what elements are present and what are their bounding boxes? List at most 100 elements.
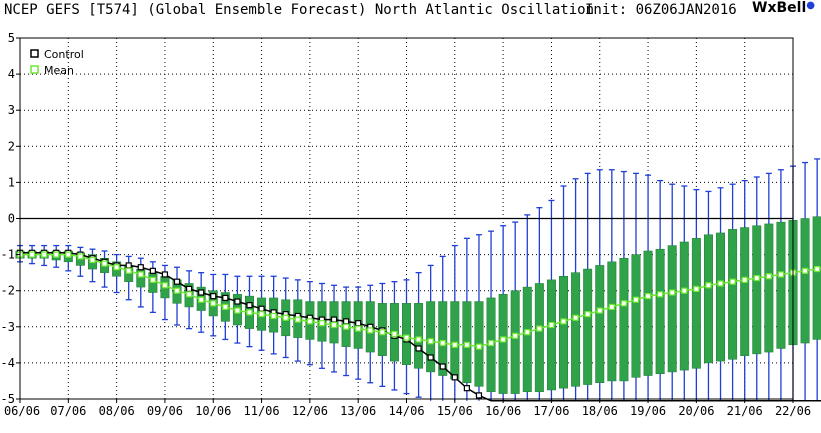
- mean-series: [16, 251, 821, 350]
- mean-point: [536, 325, 543, 332]
- x-tick-label: 06/06: [4, 404, 40, 418]
- mean-point: [439, 339, 446, 347]
- mean-point: [693, 285, 700, 292]
- mean-point: [161, 282, 169, 289]
- mean-point: [343, 323, 350, 330]
- mean-point: [632, 296, 640, 303]
- control-point: [222, 294, 229, 302]
- y-tick-label: 3: [8, 103, 15, 117]
- control-point: [439, 363, 446, 370]
- mean-point: [500, 336, 507, 343]
- y-tick-label: -5: [1, 392, 15, 406]
- mean-point: [669, 289, 676, 296]
- control-point: [246, 302, 253, 309]
- ensemble-box: [559, 276, 568, 389]
- mean-point: [572, 314, 579, 321]
- y-axis-ticks: 5 4 3 2 1 0 -1 -2 -3 -4 -5: [1, 31, 20, 406]
- mean-point: [246, 309, 253, 316]
- mean-point: [717, 280, 724, 287]
- mean-point: [306, 318, 313, 325]
- mean-point: [222, 303, 229, 311]
- legend: Control Mean: [30, 48, 84, 77]
- mean-point: [282, 314, 289, 321]
- logo-text: WxBell: [752, 0, 807, 16]
- y-tick-label: -3: [1, 320, 15, 334]
- mean-point: [548, 321, 555, 329]
- ensemble-box: [426, 301, 436, 373]
- x-tick-label: 15/06: [437, 404, 473, 418]
- ensemble-box: [510, 290, 520, 394]
- mean-point: [801, 267, 809, 274]
- logo-dot-icon: ●: [806, 0, 815, 11]
- ensemble-box: [643, 250, 653, 376]
- mean-point: [620, 300, 628, 307]
- ensemble-box: [691, 238, 701, 369]
- mean-point: [814, 265, 821, 273]
- y-tick-label: -2: [1, 284, 15, 298]
- control-point: [210, 293, 217, 300]
- mean-point: [149, 276, 156, 283]
- mean-point: [777, 271, 785, 278]
- ensemble-box: [667, 245, 677, 373]
- ensemble-box: [703, 234, 713, 364]
- x-tick-label: 18/06: [582, 404, 618, 418]
- x-tick-label: 10/06: [195, 404, 231, 418]
- mean-point: [608, 303, 615, 311]
- control-point: [343, 318, 350, 325]
- mean-point: [185, 291, 193, 298]
- control-point: [125, 262, 132, 269]
- ensemble-box: [776, 221, 786, 349]
- control-point: [234, 298, 241, 305]
- mean-point: [681, 287, 688, 294]
- y-tick-label: 2: [8, 139, 15, 153]
- mean-point: [41, 251, 48, 258]
- mean-point: [53, 251, 60, 258]
- control-point: [185, 285, 193, 292]
- ensemble-box: [631, 254, 641, 378]
- control-point: [198, 289, 205, 296]
- control-point: [451, 374, 458, 381]
- x-tick-label: 20/06: [678, 404, 714, 418]
- control-point: [475, 392, 483, 399]
- control-point: [161, 271, 169, 278]
- ensemble-box: [728, 229, 738, 360]
- ensemble-box: [522, 286, 532, 393]
- mean-point: [28, 251, 36, 258]
- control-point: [355, 320, 362, 327]
- x-tick-label: 12/06: [292, 404, 328, 418]
- mean-point: [330, 321, 338, 329]
- mean-point: [657, 291, 664, 298]
- mean-point: [644, 293, 652, 300]
- ensemble-box: [812, 216, 821, 340]
- ensemble-box: [534, 283, 544, 393]
- mean-point: [487, 339, 495, 347]
- mean-point: [512, 332, 519, 339]
- mean-point: [77, 253, 84, 260]
- legend-label: Control: [44, 48, 84, 61]
- ensemble-box: [740, 227, 750, 356]
- x-tick-label: 16/06: [485, 404, 521, 418]
- ensemble-box: [679, 241, 689, 371]
- ensemble-box: [655, 248, 665, 374]
- mean-point: [741, 276, 748, 283]
- mean-point: [584, 311, 591, 318]
- ensemble-box: [800, 218, 810, 344]
- legend-marker: [30, 65, 39, 74]
- ensemble-box: [450, 301, 460, 380]
- control-point: [463, 385, 470, 392]
- mean-point: [765, 273, 772, 280]
- legend-marker: [30, 49, 39, 58]
- x-tick-label: 17/06: [533, 404, 569, 418]
- control-point: [173, 278, 181, 285]
- mean-point: [258, 311, 265, 318]
- mean-point: [524, 329, 531, 336]
- y-tick-label: -1: [1, 248, 15, 262]
- mean-point: [137, 271, 144, 278]
- mean-point: [173, 287, 181, 294]
- mean-point: [101, 260, 108, 267]
- mean-point: [318, 320, 326, 327]
- x-axis-ticks: 06/06 07/06 08/06 09/06 10/06 11/06 12/06 13/06…: [4, 399, 811, 418]
- mean-point: [705, 282, 712, 289]
- x-tick-label: 09/06: [147, 404, 183, 418]
